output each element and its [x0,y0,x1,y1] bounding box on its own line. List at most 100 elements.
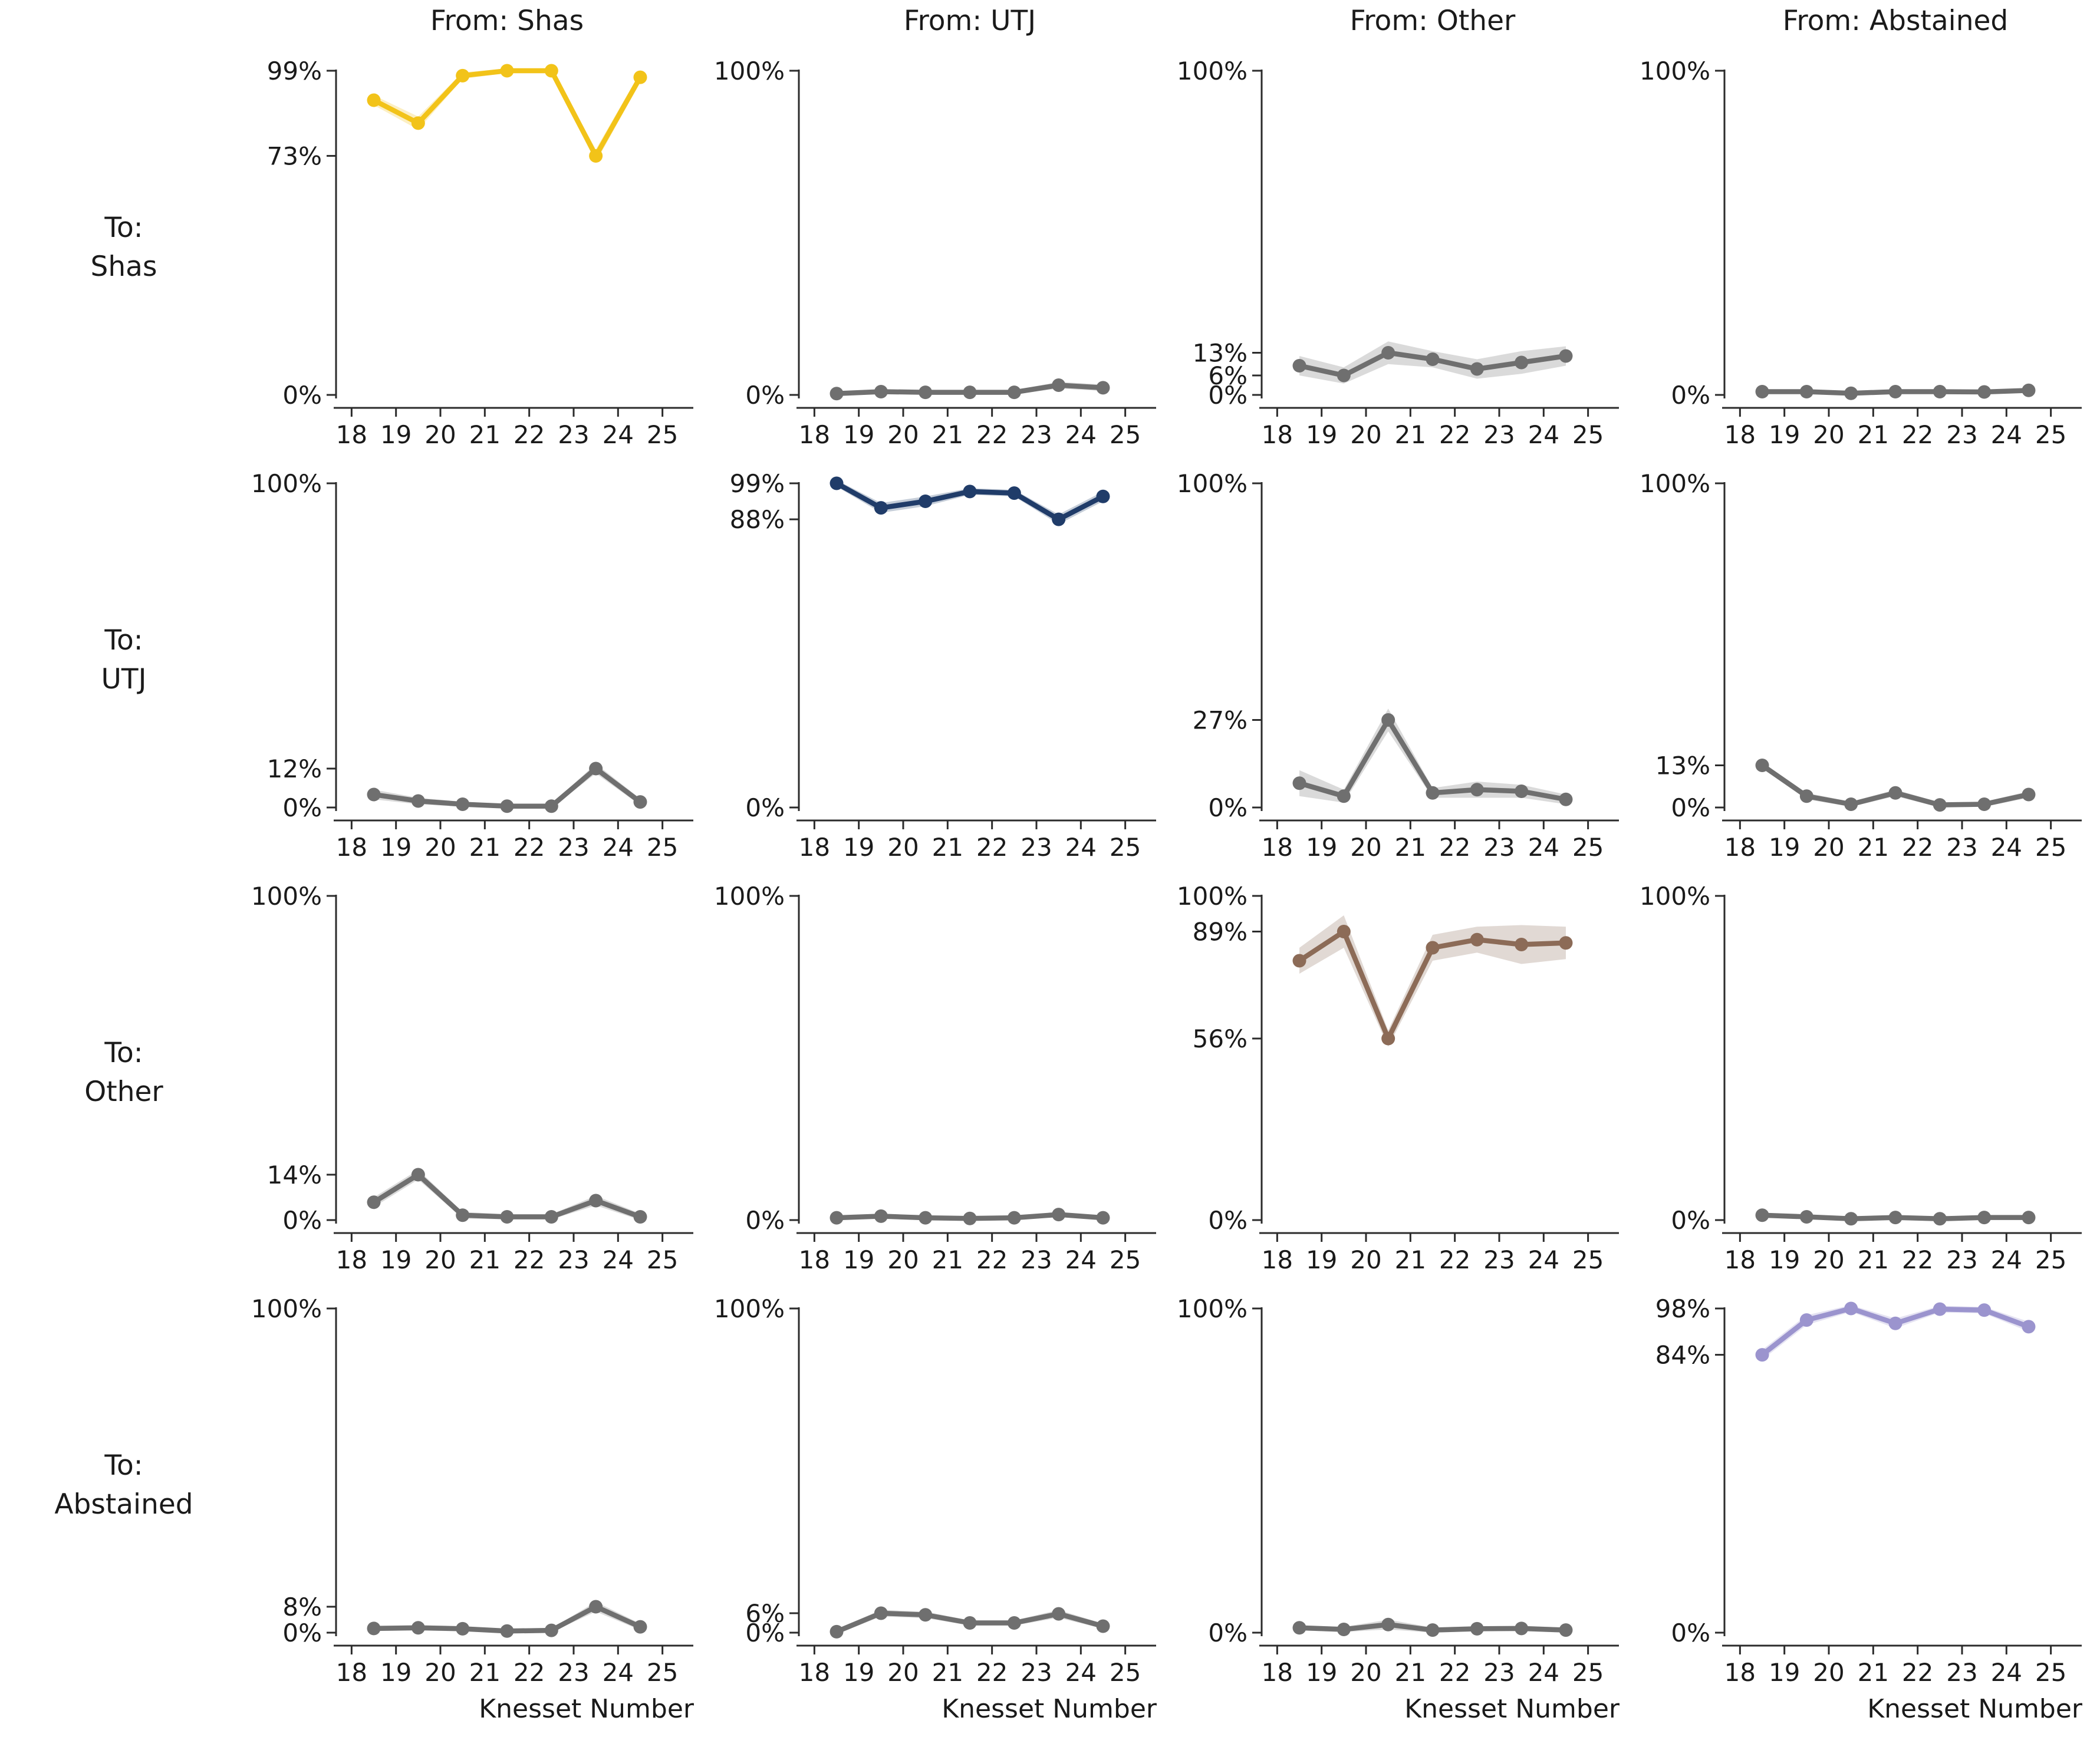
svg-text:22: 22 [1439,833,1470,862]
row-header-to-shas: To: Shas [0,41,248,454]
svg-text:21: 21 [469,1245,501,1274]
svg-text:21: 21 [1858,1658,1889,1687]
svg-text:23: 23 [558,1245,589,1274]
row-header-line: UTJ [101,663,147,695]
svg-text:21: 21 [469,1658,501,1687]
svg-text:19: 19 [1306,833,1337,862]
svg-text:22: 22 [1902,1245,1933,1274]
panel-from-other-to-other: 100% 89% 56% 0% 18 19 20 21 22 23 24 25 [1173,866,1636,1279]
panel-from-shas-to-other: 100% 14% 0% 18 19 20 21 22 23 24 25 [248,866,710,1279]
svg-text:12%: 12% [267,754,322,783]
svg-text:0%: 0% [745,1206,785,1235]
svg-text:18: 18 [1724,1658,1756,1687]
svg-text:19: 19 [1769,1658,1800,1687]
panel-from-other-to-abstained: 100% 0% 18 19 20 21 22 23 24 25 [1173,1279,1636,1692]
svg-text:25: 25 [2035,1245,2066,1274]
panel-from-abstained-to-utj: 100% 13% 0% 18 19 20 21 22 23 24 25 [1636,454,2099,866]
svg-text:23: 23 [558,833,589,862]
svg-text:73%: 73% [267,141,322,170]
svg-text:100%: 100% [1177,882,1248,911]
row-header-line: To: [104,1037,143,1070]
panel-from-other-to-shas: 100% 13% 6% 0% 18 19 20 21 22 23 24 25 [1173,41,1636,454]
svg-text:100%: 100% [1640,57,1710,85]
svg-text:25: 25 [1572,420,1604,449]
svg-text:0%: 0% [1208,381,1248,410]
svg-text:19: 19 [380,1245,412,1274]
svg-text:20: 20 [424,420,456,449]
row-header-line: Abstained [54,1488,193,1521]
column-header-from-other: From: Other [1349,5,1516,37]
svg-text:100%: 100% [714,882,785,911]
svg-text:19: 19 [1769,833,1800,862]
svg-text:18: 18 [336,420,367,449]
panel-from-other-to-utj: 100% 27% 0% 18 19 20 21 22 23 24 25 [1173,454,1636,866]
svg-text:22: 22 [976,833,1008,862]
svg-text:19: 19 [380,833,412,862]
svg-text:24: 24 [1991,1658,2022,1687]
svg-text:18: 18 [336,1245,367,1274]
svg-text:25: 25 [647,420,678,449]
svg-text:25: 25 [1110,1245,1141,1274]
svg-text:98%: 98% [1655,1294,1710,1323]
svg-text:24: 24 [603,1658,634,1687]
svg-text:23: 23 [1946,1245,1977,1274]
svg-text:22: 22 [514,1658,545,1687]
svg-text:21: 21 [469,833,501,862]
svg-text:24: 24 [1528,1658,1559,1687]
svg-text:18: 18 [799,420,830,449]
svg-text:23: 23 [1021,1245,1052,1274]
svg-text:22: 22 [514,420,545,449]
svg-text:19: 19 [843,420,874,449]
svg-text:99%: 99% [267,57,322,85]
svg-text:18: 18 [1724,1245,1756,1274]
svg-text:23: 23 [1946,833,1977,862]
svg-text:20: 20 [1813,1658,1844,1687]
svg-text:24: 24 [1065,420,1097,449]
svg-text:21: 21 [932,420,963,449]
svg-text:13%: 13% [1193,339,1248,368]
svg-text:24: 24 [1528,420,1559,449]
svg-text:20: 20 [887,420,919,449]
svg-text:20: 20 [1350,833,1381,862]
panel-from-shas-to-abstained: 100% 8% 0% 18 19 20 21 22 23 24 25 [248,1279,710,1692]
svg-text:20: 20 [887,1245,919,1274]
svg-text:22: 22 [976,420,1008,449]
svg-text:25: 25 [647,833,678,862]
svg-text:0%: 0% [745,1619,785,1647]
panel-from-utj-to-other: 100% 0% 18 19 20 21 22 23 24 25 [710,866,1173,1279]
svg-text:25: 25 [1572,1658,1604,1687]
svg-text:20: 20 [1350,1658,1381,1687]
panel-from-utj-to-abstained: 100% 6% 0% 18 19 20 21 22 23 24 25 [710,1279,1173,1692]
svg-text:23: 23 [1483,1658,1515,1687]
svg-text:22: 22 [514,833,545,862]
svg-text:24: 24 [603,1245,634,1274]
svg-text:21: 21 [932,1658,963,1687]
svg-text:84%: 84% [1655,1341,1710,1370]
svg-text:21: 21 [932,833,963,862]
svg-text:25: 25 [647,1658,678,1687]
svg-text:23: 23 [558,1658,589,1687]
svg-text:23: 23 [1483,420,1515,449]
svg-text:19: 19 [380,1658,412,1687]
svg-text:20: 20 [1813,420,1844,449]
svg-text:19: 19 [843,1245,874,1274]
svg-text:0%: 0% [1671,793,1710,822]
svg-text:100%: 100% [251,882,322,911]
svg-text:56%: 56% [1193,1024,1248,1053]
x-axis-label: Knesset Number [942,1694,1157,1724]
svg-text:20: 20 [887,1658,919,1687]
svg-text:22: 22 [1439,1658,1470,1687]
svg-text:23: 23 [1483,1245,1515,1274]
svg-text:100%: 100% [251,1294,322,1323]
svg-text:22: 22 [1902,420,1933,449]
svg-text:24: 24 [1528,1245,1559,1274]
svg-text:13%: 13% [1655,751,1710,780]
svg-text:100%: 100% [1177,469,1248,498]
svg-text:18: 18 [1724,833,1756,862]
column-header-from-shas: From: Shas [430,5,584,37]
svg-text:0%: 0% [1208,1619,1248,1647]
svg-text:18: 18 [799,1245,830,1274]
panel-from-shas-to-shas: 99% 73% 0% 18 19 20 21 22 23 24 25 [248,41,710,454]
svg-text:20: 20 [424,1245,456,1274]
